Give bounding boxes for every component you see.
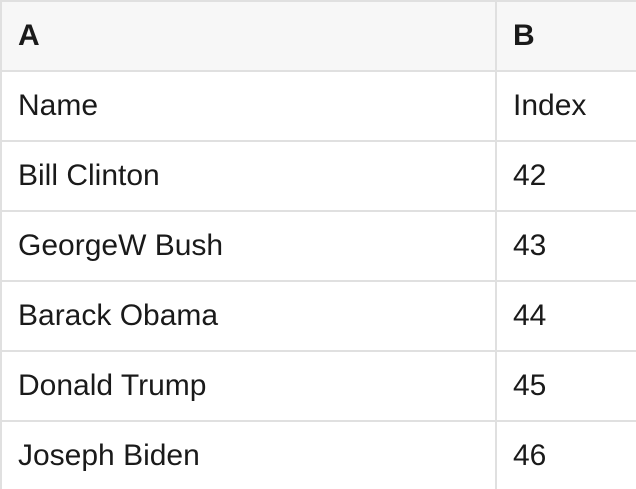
table-row: GeorgeW Bush 43: [2, 212, 636, 282]
table-row: Donald Trump 45: [2, 352, 636, 422]
cell-a-row-6[interactable]: Joseph Biden: [2, 422, 497, 489]
column-header-b[interactable]: B: [513, 19, 535, 52]
table-row: Name Index: [2, 72, 636, 142]
cell-b-row-1[interactable]: Index: [513, 89, 587, 122]
column-header-a[interactable]: A: [2, 2, 497, 70]
cell-b-row-3[interactable]: 43: [513, 229, 547, 262]
table-body: Name Index Bill Clinton 42 GeorgeW Bush 43 Bar…: [2, 72, 636, 489]
cell-b-row-4[interactable]: 44: [513, 299, 547, 332]
cell-a-row-3[interactable]: GeorgeW Bush: [2, 212, 497, 280]
cell-a-row-1[interactable]: Name: [2, 72, 497, 140]
cell-a-row-2[interactable]: Bill Clinton: [2, 142, 497, 210]
cell-a-row-5[interactable]: Donald Trump: [2, 352, 497, 420]
table-row: Barack Obama 44: [2, 282, 636, 352]
cell-b-row-2[interactable]: 42: [513, 159, 547, 192]
table-row: Joseph Biden 46: [2, 422, 636, 489]
cell-b-row-5[interactable]: 45: [513, 369, 547, 402]
cell-b-row-6[interactable]: 46: [513, 439, 547, 472]
column-header-row: A B: [2, 2, 636, 72]
cell-a-row-4[interactable]: Barack Obama: [2, 282, 497, 350]
table-row: Bill Clinton 42: [2, 142, 636, 212]
